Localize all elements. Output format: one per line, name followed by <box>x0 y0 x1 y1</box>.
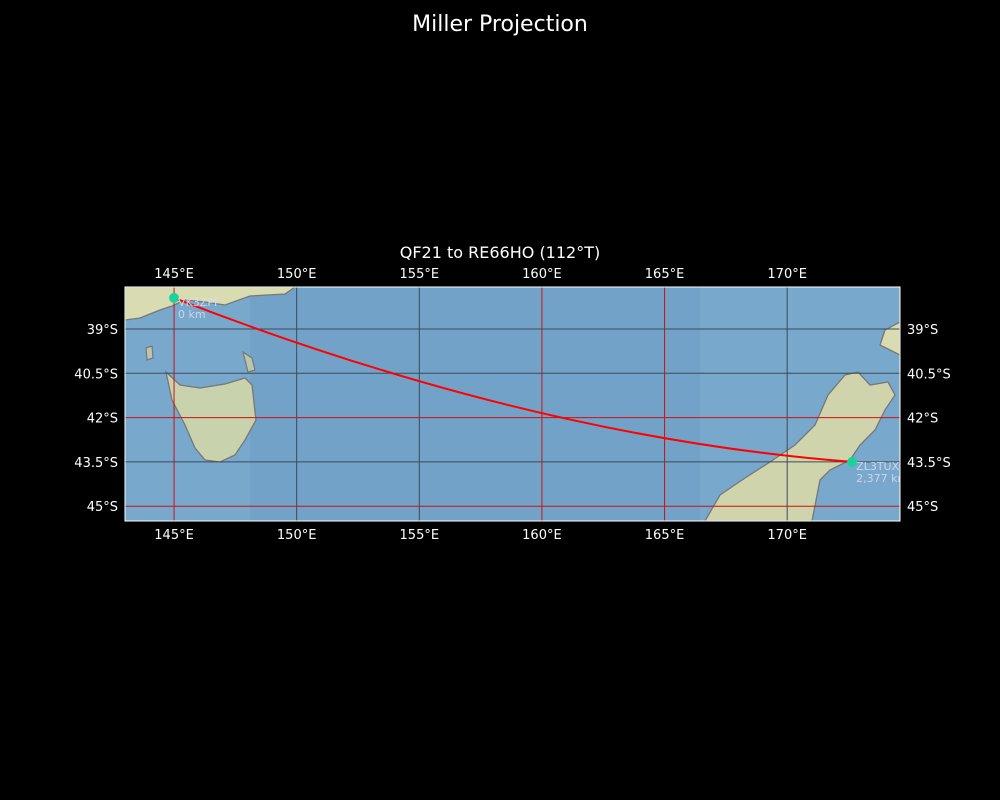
station-callsign: VK3ZPF <box>178 296 220 309</box>
lat-tick-label: 42°S <box>87 412 118 427</box>
lat-tick-label: 40.5°S <box>907 367 951 382</box>
lon-tick-label: 160°E <box>522 267 562 282</box>
lon-tick-label: 155°E <box>400 267 440 282</box>
lat-tick-label: 39°S <box>907 323 938 338</box>
lat-tick-label: 42°S <box>907 412 938 427</box>
station-marker <box>169 292 180 303</box>
lon-tick-label: 145°E <box>154 267 194 282</box>
lon-tick-label: 165°E <box>645 528 685 543</box>
lon-tick-label: 160°E <box>522 528 562 543</box>
station-callsign: ZL3TUX <box>856 460 899 473</box>
map-title: QF21 to RE66HO (112°T) <box>399 243 601 262</box>
land-north-island <box>879 321 900 356</box>
lon-tick-label: 165°E <box>645 267 685 282</box>
land-tasmania <box>164 370 257 463</box>
deep-ocean <box>250 287 700 521</box>
lon-tick-label: 155°E <box>400 528 440 543</box>
figure-title: Miller Projection <box>412 12 588 37</box>
station-marker <box>847 456 858 467</box>
lon-tick-label: 145°E <box>154 528 194 543</box>
lon-tick-label: 150°E <box>277 528 317 543</box>
lat-tick-label: 43.5°S <box>907 456 951 471</box>
lon-tick-label: 150°E <box>277 267 317 282</box>
land-king-island <box>145 345 154 361</box>
great-circle-path <box>173 296 853 463</box>
lat-tick-label: 40.5°S <box>74 367 118 382</box>
station-distance: 2,377 km <box>856 472 908 485</box>
lat-tick-label: 45°S <box>87 500 118 515</box>
lon-tick-label: 170°E <box>767 267 807 282</box>
lat-tick-label: 45°S <box>907 500 938 515</box>
lat-tick-label: 43.5°S <box>74 456 118 471</box>
map-frame <box>124 286 901 522</box>
lat-tick-label: 39°S <box>87 323 118 338</box>
land-flinders-island <box>242 350 256 373</box>
land-south-island <box>704 371 896 521</box>
station-distance: 0 km <box>178 308 206 321</box>
graticule <box>125 287 900 521</box>
land-australia <box>125 287 297 321</box>
axis-ticks: 145°E 145°E 150°E 150°E 155°E 155°E 160°E 160°E… <box>74 267 950 543</box>
lon-tick-label: 170°E <box>767 528 807 543</box>
